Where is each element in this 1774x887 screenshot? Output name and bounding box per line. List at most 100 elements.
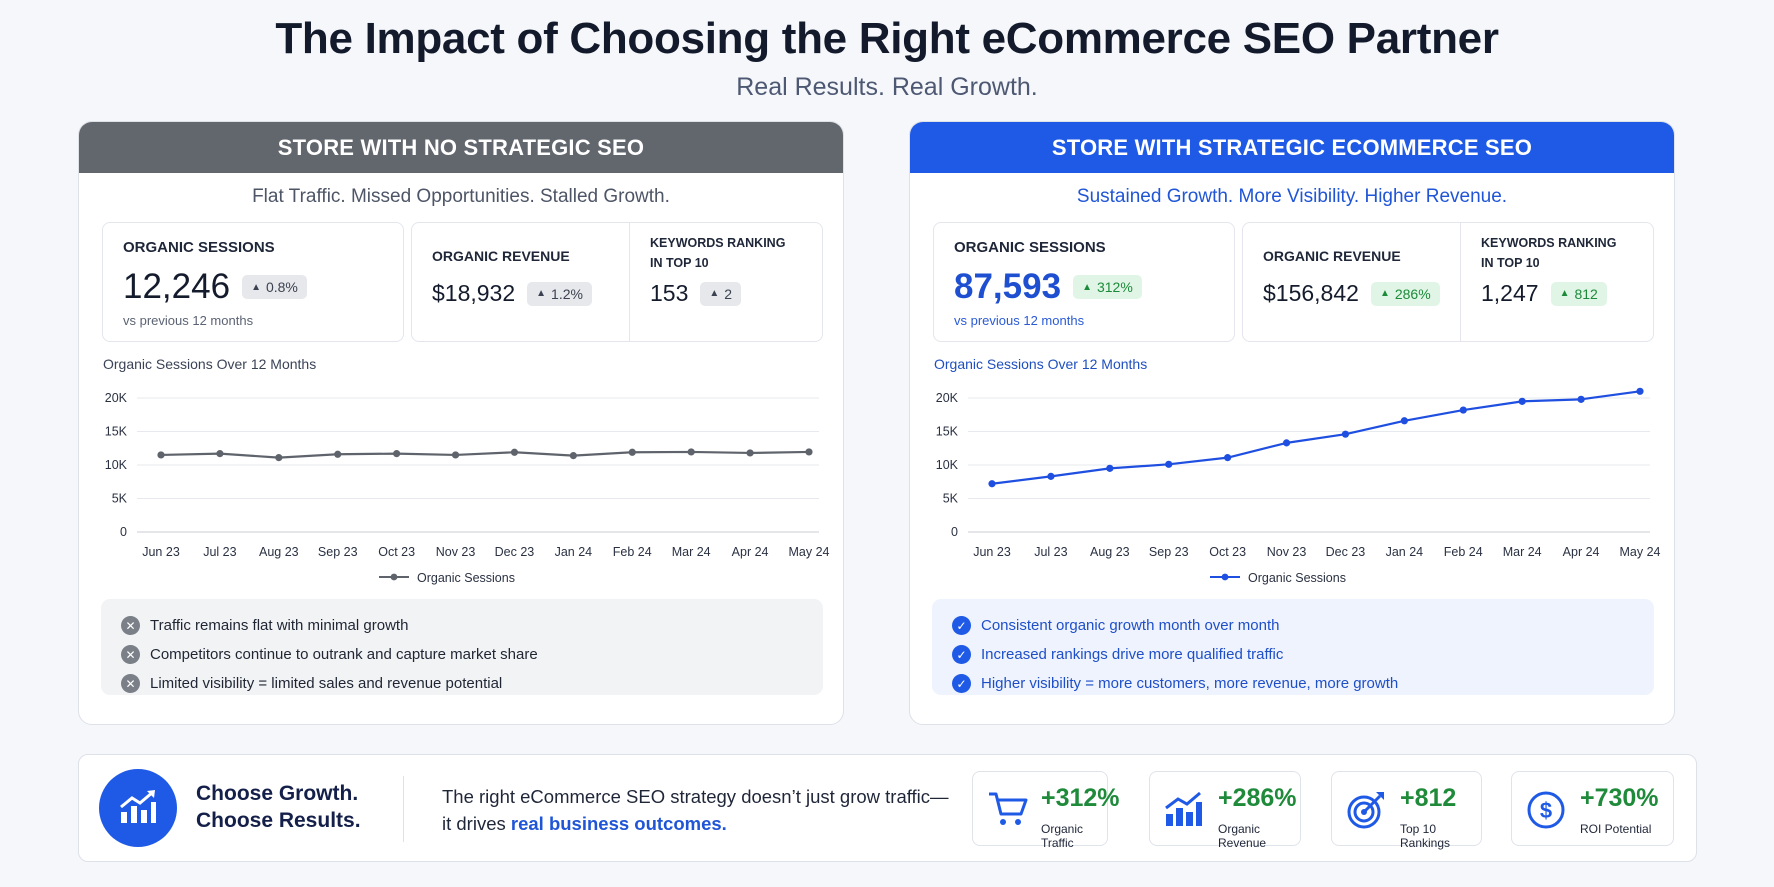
stat-label: Top 10 Rankings xyxy=(1400,822,1451,850)
kpi-label: KEYWORDS RANKING IN TOP 10 xyxy=(1481,236,1617,270)
x-tick-label: Apr 24 xyxy=(1563,545,1600,559)
x-tick-label: Jan 24 xyxy=(555,545,593,559)
kpi-value: $156,842 xyxy=(1263,280,1359,306)
series-line xyxy=(991,390,1641,485)
kpi-value: 1,247 xyxy=(1481,280,1539,306)
stat-card-traffic: +312% Organic Traffic xyxy=(972,771,1120,850)
x-tick-label: Nov 23 xyxy=(1267,545,1307,559)
note-item: ✕ Limited visibility = limited sales and … xyxy=(121,669,803,698)
data-point xyxy=(988,480,996,488)
data-point xyxy=(275,454,283,462)
legend-marker-icon xyxy=(390,573,398,581)
x-tick-label: May 24 xyxy=(789,545,830,559)
x-tick-label: Nov 23 xyxy=(436,545,476,559)
x-tick-label: Feb 24 xyxy=(613,545,652,559)
stat-value: +730% xyxy=(1580,784,1659,812)
x-tick-label: Sep 23 xyxy=(1149,545,1189,559)
y-tick-label: 20K xyxy=(105,391,128,405)
y-tick-label: 10K xyxy=(105,458,128,472)
data-point xyxy=(510,448,519,456)
stat-card-rankings: +812 Top 10 Rankings xyxy=(1331,771,1482,850)
note-item: ✓ Higher visibility = more customers, mor… xyxy=(952,669,1634,698)
chart-title: Organic Sessions Over 12 Months xyxy=(934,356,1148,372)
x-tick-label: Mar 24 xyxy=(672,545,711,559)
notes-box: ✓ Consistent organic growth month over mo… xyxy=(932,599,1654,695)
svg-text:$: $ xyxy=(1540,798,1552,823)
triangle-up-icon: ▲ xyxy=(536,288,547,299)
kpi-card-revenue: ORGANIC REVENUE $18,932 ▲ 1.2% xyxy=(411,222,630,342)
target-icon xyxy=(1346,790,1386,835)
page-subtitle: Real Results. Real Growth. xyxy=(736,73,1038,101)
x-tick-label: Apr 24 xyxy=(732,545,769,559)
data-point xyxy=(216,450,224,458)
kpi-note: vs previous 12 months xyxy=(954,313,1085,328)
x-tick-label: Jun 23 xyxy=(142,545,180,559)
note-item: ✕ Traffic remains flat with minimal growt… xyxy=(121,611,803,640)
change-badge: ▲ 0.8% xyxy=(242,275,307,299)
stat-label: ROI Potential xyxy=(1580,822,1652,836)
change-badge: ▲ 1.2% xyxy=(527,281,592,306)
footer-banner: Choose Growth. Choose Results. The right… xyxy=(78,754,1697,862)
stat-value: +812 xyxy=(1400,784,1457,812)
data-point xyxy=(157,451,165,459)
cart-icon xyxy=(987,790,1029,833)
panel-no-seo: STORE WITH NO STRATEGIC SEO Flat Traffic… xyxy=(78,121,844,725)
data-point xyxy=(1518,397,1526,405)
stat-card-roi: $ +730% ROI Potential xyxy=(1511,771,1674,846)
sessions-line-chart-flat: 0 5K 10K 15K 20K Jun 23 Jul 23 Aug 23 Sep 23 Oct … xyxy=(105,391,830,585)
panel-tagline: Flat Traffic. Missed Opportunities. Stal… xyxy=(252,186,670,207)
data-point xyxy=(1636,387,1644,395)
kpi-card-keywords: KEYWORDS RANKING IN TOP 10 153 ▲ 2 xyxy=(630,222,823,342)
x-tick-label: Dec 23 xyxy=(1326,545,1366,559)
change-badge: ▲ 812 xyxy=(1550,281,1607,306)
chart-title: Organic Sessions Over 12 Months xyxy=(103,356,317,372)
check-circle-icon: ✓ xyxy=(952,616,971,635)
y-tick-label: 15K xyxy=(936,425,959,439)
data-point xyxy=(451,451,460,459)
kpi-label: ORGANIC REVENUE xyxy=(1263,248,1401,264)
data-point xyxy=(1400,417,1408,425)
panel-header: STORE WITH NO STRATEGIC SEO xyxy=(79,122,843,173)
data-point xyxy=(1224,454,1232,462)
x-tick-label: Feb 24 xyxy=(1444,545,1483,559)
stat-label: Organic Traffic xyxy=(1041,822,1084,850)
kpi-value: 87,593 xyxy=(954,267,1062,306)
kpi-card-sessions: ORGANIC SESSIONS 12,246 ▲ 0.8% vs previou… xyxy=(102,222,404,342)
dollar-circle-icon: $ xyxy=(1526,790,1566,835)
note-item: ✓ Consistent organic growth month over mo… xyxy=(952,611,1634,640)
check-circle-icon: ✓ xyxy=(952,645,971,664)
y-tick-label: 0 xyxy=(120,525,127,539)
stat-value: +286% xyxy=(1218,784,1297,812)
data-point xyxy=(1047,472,1055,480)
x-tick-label: Jul 23 xyxy=(1034,545,1067,559)
x-tick-label: Oct 23 xyxy=(1209,545,1246,559)
footer-pitch: The right eCommerce SEO strategy doesn’t… xyxy=(442,786,949,834)
x-circle-icon: ✕ xyxy=(121,616,140,635)
kpi-row: ORGANIC SESSIONS 12,246 ▲ 0.8% vs previou… xyxy=(102,222,823,342)
kpi-value: $18,932 xyxy=(432,280,516,306)
y-tick-label: 15K xyxy=(105,425,128,439)
sessions-line-chart-growth: 0 5K 10K 15K 20K Jun 23 Jul 23 Aug 23 Sep 23 Oct … xyxy=(936,387,1661,585)
kpi-row: ORGANIC SESSIONS 87,593 ▲ 312% vs previou… xyxy=(933,222,1654,342)
x-tick-label: Aug 23 xyxy=(1090,545,1130,559)
kpi-card-keywords: KEYWORDS RANKING IN TOP 10 1,247 ▲ 812 xyxy=(1461,222,1654,342)
kpi-label: ORGANIC SESSIONS xyxy=(954,239,1106,256)
kpi-label: ORGANIC SESSIONS xyxy=(123,239,275,256)
data-point xyxy=(1282,439,1291,447)
data-point xyxy=(805,448,813,456)
footer-headline: Choose Growth. Choose Results. xyxy=(196,782,361,832)
data-point xyxy=(687,448,695,456)
divider xyxy=(403,776,404,842)
panel-strategic-seo: STORE WITH STRATEGIC ECOMMERCE SEO Susta… xyxy=(909,121,1675,725)
check-circle-icon: ✓ xyxy=(952,674,971,693)
kpi-note: vs previous 12 months xyxy=(123,313,254,328)
triangle-up-icon: ▲ xyxy=(709,288,720,299)
kpi-card-sessions: ORGANIC SESSIONS 87,593 ▲ 312% vs previou… xyxy=(933,222,1235,342)
x-circle-icon: ✕ xyxy=(121,645,140,664)
x-tick-label: Aug 23 xyxy=(259,545,299,559)
data-point xyxy=(1459,406,1467,414)
x-tick-label: Jun 23 xyxy=(973,545,1011,559)
data-point xyxy=(1341,430,1350,438)
data-point xyxy=(569,452,577,460)
page-title: The Impact of Choosing the Right eCommer… xyxy=(275,14,1499,63)
